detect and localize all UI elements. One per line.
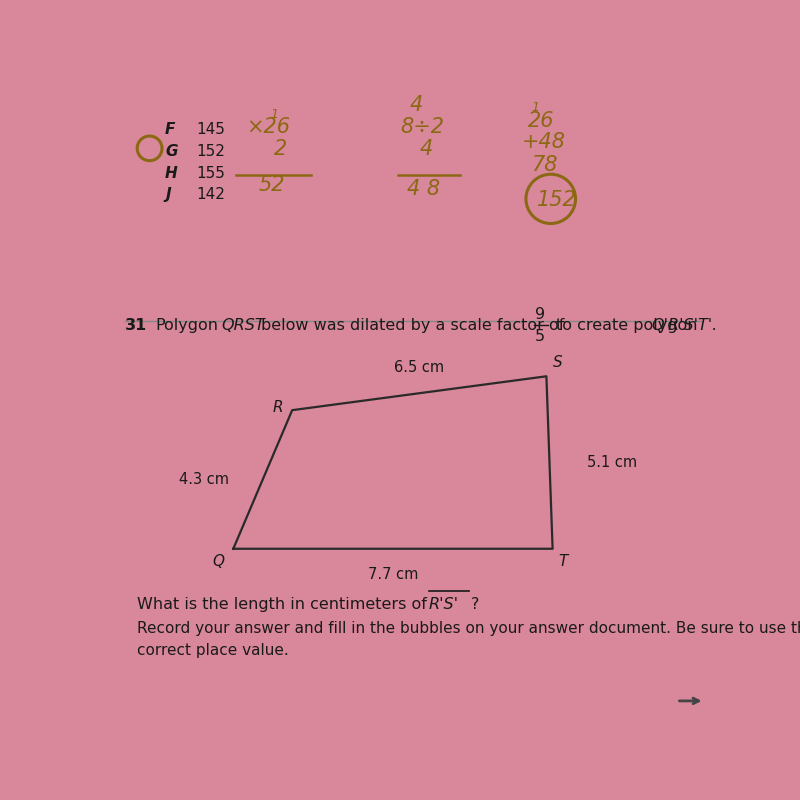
- Text: ×26: ×26: [246, 117, 290, 137]
- Text: T: T: [558, 554, 568, 569]
- Text: 8÷2: 8÷2: [401, 117, 445, 137]
- Text: 4: 4: [419, 138, 433, 158]
- Text: +48: +48: [522, 132, 566, 152]
- Text: 78: 78: [531, 155, 558, 175]
- Text: 26: 26: [528, 111, 554, 131]
- Text: S: S: [553, 355, 562, 370]
- Text: Record your answer and fill in the bubbles on your answer document. Be sure to u: Record your answer and fill in the bubbl…: [138, 622, 800, 636]
- Text: 4.3 cm: 4.3 cm: [178, 472, 229, 487]
- Text: 142: 142: [196, 187, 225, 202]
- Text: F: F: [165, 122, 175, 138]
- Text: correct place value.: correct place value.: [138, 643, 289, 658]
- Text: 4: 4: [410, 95, 423, 115]
- Text: 145: 145: [196, 122, 225, 138]
- Text: H: H: [165, 166, 178, 181]
- Text: R'S': R'S': [429, 597, 458, 612]
- Text: R: R: [272, 399, 283, 414]
- Text: Polygon: Polygon: [156, 318, 219, 333]
- Text: What is the length in centimeters of: What is the length in centimeters of: [138, 597, 427, 612]
- Text: 152: 152: [537, 190, 577, 210]
- Text: 31: 31: [125, 318, 147, 333]
- Text: Q'R'S'T'.: Q'R'S'T'.: [652, 318, 718, 333]
- Text: Q: Q: [212, 554, 224, 569]
- Text: 4 8: 4 8: [407, 178, 440, 198]
- Text: 1: 1: [270, 107, 278, 121]
- Text: below was dilated by a scale factor of: below was dilated by a scale factor of: [262, 318, 565, 333]
- Text: 155: 155: [196, 166, 225, 181]
- Text: 9: 9: [535, 306, 546, 322]
- Text: 6.5 cm: 6.5 cm: [394, 360, 444, 374]
- Text: 5.1 cm: 5.1 cm: [586, 455, 637, 470]
- Text: 2: 2: [274, 138, 287, 158]
- Text: 5: 5: [535, 329, 546, 344]
- Text: QRST: QRST: [221, 318, 265, 333]
- Text: to create polygon: to create polygon: [556, 318, 698, 333]
- Text: 7.7 cm: 7.7 cm: [368, 567, 418, 582]
- Text: G: G: [165, 144, 178, 159]
- Text: 1: 1: [531, 102, 539, 114]
- Text: J: J: [165, 187, 170, 202]
- Text: ?: ?: [470, 597, 479, 612]
- Text: 152: 152: [196, 144, 225, 159]
- Text: 52: 52: [258, 175, 285, 195]
